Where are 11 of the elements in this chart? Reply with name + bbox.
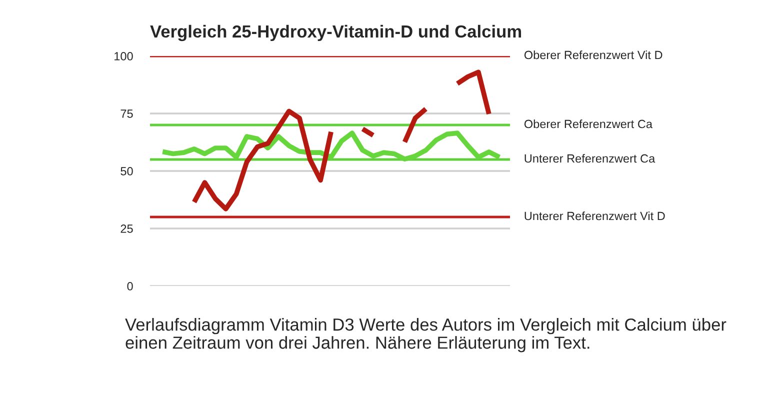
y-tick-label: 25 xyxy=(120,224,133,233)
y-tick-label: 100 xyxy=(114,52,133,60)
ref-line-label: Oberer Referenzwert Vit D xyxy=(524,50,662,60)
ref-line-label: Unterer Referenzwert Ca xyxy=(524,154,656,163)
y-tick-label: 50 xyxy=(120,167,133,176)
ref-line-label: Unterer Referenzwert Vit D xyxy=(524,211,665,220)
chart-title: Vergleich 25-Hydroxy-Vitamin-D und Calcium xyxy=(150,24,522,42)
text: Verlaufsdiagramm Vitamin D3 Werte des Autors im Vergleich mit Calcium über einen Zeitraum von drei Jahren. Nähere Erläuterung im Text. xyxy=(125,318,726,352)
y-tick-label: 0 xyxy=(127,282,133,290)
y-tick-label: 75 xyxy=(120,110,133,118)
ref-line-label: Oberer Referenzwert Ca xyxy=(524,120,652,128)
